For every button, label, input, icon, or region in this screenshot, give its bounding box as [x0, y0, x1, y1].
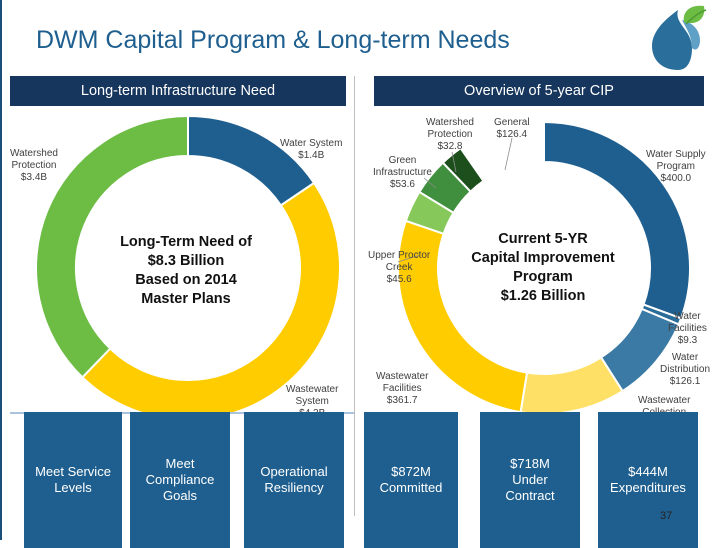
label-watershed-protection-cip: Watershed Protection $32.8 — [426, 117, 474, 152]
dwm-logo-icon — [652, 5, 707, 70]
box-meet-compliance-goals: Meet Compliance Goals — [130, 412, 230, 548]
label-water-supply-program: Water Supply Program $400.0 — [646, 149, 706, 184]
section-divider — [354, 76, 355, 516]
label-wastewater-facilities: Wastewater Facilities $361.7 — [376, 371, 429, 406]
box-meet-service-levels: Meet Service Levels — [24, 412, 122, 548]
label-general: General $126.4 — [494, 117, 530, 140]
label-water-facilities: Water Facilities $9.3 — [668, 311, 707, 346]
box-committed: $872M Committed — [364, 412, 458, 548]
slice-wastewater-system — [80, 181, 341, 421]
right-section-banner: Overview of 5-year CIP — [374, 76, 704, 106]
label-green-infrastructure: Green Infrastructure $53.6 — [373, 155, 432, 190]
label-water-system: Water System $1.4B — [280, 138, 343, 161]
left-center-text: Long-Term Need of $8.3 Billion Based on … — [120, 234, 252, 307]
page-title: DWM Capital Program & Long-term Needs — [36, 26, 510, 54]
slice-wastewater-collection — [519, 355, 624, 415]
cip-donut — [397, 120, 691, 415]
long-term-need-donut — [35, 114, 341, 421]
page-number: 37 — [660, 510, 673, 522]
slice-general — [459, 120, 545, 183]
left-section-banner: Long-term Infrastructure Need — [10, 76, 346, 106]
slice-watershed-protection — [35, 114, 189, 379]
label-upper-proctor-creek: Upper Proctor Creek $45.6 — [368, 250, 431, 285]
box-under-contract: $718M Under Contract — [480, 412, 580, 548]
label-leader-lines — [397, 137, 513, 263]
label-watershed-protection: Watershed Protection $3.4B — [10, 148, 58, 183]
right-center-text: Current 5-YR Capital Improvement Program… — [471, 231, 615, 304]
left-accent-rule — [0, 0, 2, 540]
box-operational-resiliency: Operational Resiliency — [244, 412, 344, 548]
label-water-distribution: Water Distribution $126.1 — [660, 352, 711, 387]
box-expenditures: $444M Expenditures — [598, 412, 698, 548]
